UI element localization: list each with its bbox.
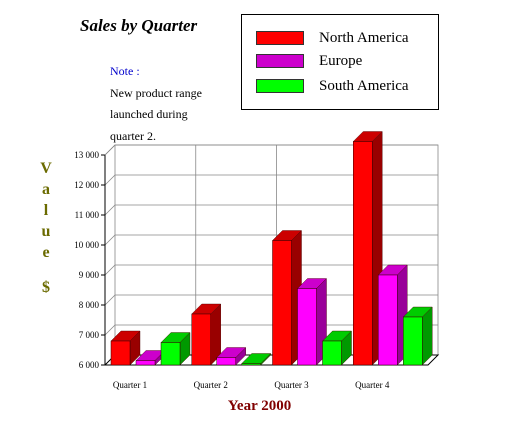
x-tick-label: Quarter 2	[194, 380, 228, 390]
y-tick-label: 12 000	[74, 180, 99, 190]
bar-north-america	[110, 340, 131, 366]
y-axis-label-letter: V	[40, 160, 52, 177]
gridline-side	[104, 234, 116, 246]
legend-swatch-south-america	[256, 79, 304, 93]
note-line: launched during	[110, 107, 188, 121]
y-tick-label: 9 000	[79, 270, 100, 280]
y-tick-label: 6 000	[79, 360, 100, 370]
bar-europe	[135, 360, 156, 366]
legend-label: South America	[319, 77, 409, 94]
bar-europe	[378, 274, 398, 366]
note-label: Note :	[110, 64, 140, 78]
x-axis-label: Year 2000	[227, 398, 292, 414]
y-axis-label-letter: u	[41, 223, 51, 240]
gridline-side	[104, 264, 116, 276]
legend-swatch-europe	[256, 54, 304, 68]
legend: North America Europe South America	[241, 14, 439, 110]
chart-title: Sales by Quarter	[80, 16, 198, 35]
y-axis-label-letter: a	[42, 181, 50, 198]
gridline-side	[104, 174, 116, 186]
y-tick-label: 7 000	[79, 330, 100, 340]
y-axis-label-letter: l	[43, 202, 49, 219]
x-tick-label: Quarter 3	[274, 380, 309, 390]
legend-label: Europe	[319, 52, 363, 69]
gridline-side	[104, 324, 116, 336]
bar-europe	[216, 357, 236, 366]
y-tick-label: 10 000	[74, 240, 99, 250]
chart-note: Note : New product range launched during…	[110, 61, 202, 147]
legend-item-europe: Europe	[256, 52, 362, 70]
bar-north-america	[272, 240, 292, 366]
bar-south-america	[403, 316, 423, 366]
bar-north-america	[353, 141, 373, 366]
x-tick-label: Quarter 4	[355, 380, 390, 390]
y-axis-label-letter: e	[42, 244, 50, 261]
gridline-side	[104, 294, 116, 306]
bar-south-america	[241, 363, 261, 366]
note-line: quarter 2.	[110, 128, 156, 143]
y-tick-label: 11 000	[75, 210, 100, 220]
x-tick-label: Quarter 1	[113, 380, 147, 390]
legend-item-south-america: South America	[256, 77, 409, 95]
legend-item-north-america: North America	[256, 29, 409, 47]
y-axis-label-letter: $	[42, 279, 50, 296]
bar-south-america	[160, 342, 181, 366]
bar-europe	[297, 288, 317, 366]
y-tick-label: 8 000	[79, 300, 100, 310]
note-line: New product range	[110, 85, 202, 100]
wall-edge	[104, 144, 116, 156]
gridline-side	[104, 204, 116, 216]
legend-swatch-north-america	[256, 31, 304, 45]
bar-north-america	[191, 313, 211, 366]
legend-label: North America	[319, 29, 409, 46]
y-tick-label: 13 000	[74, 150, 99, 160]
bar-south-america	[322, 340, 342, 366]
